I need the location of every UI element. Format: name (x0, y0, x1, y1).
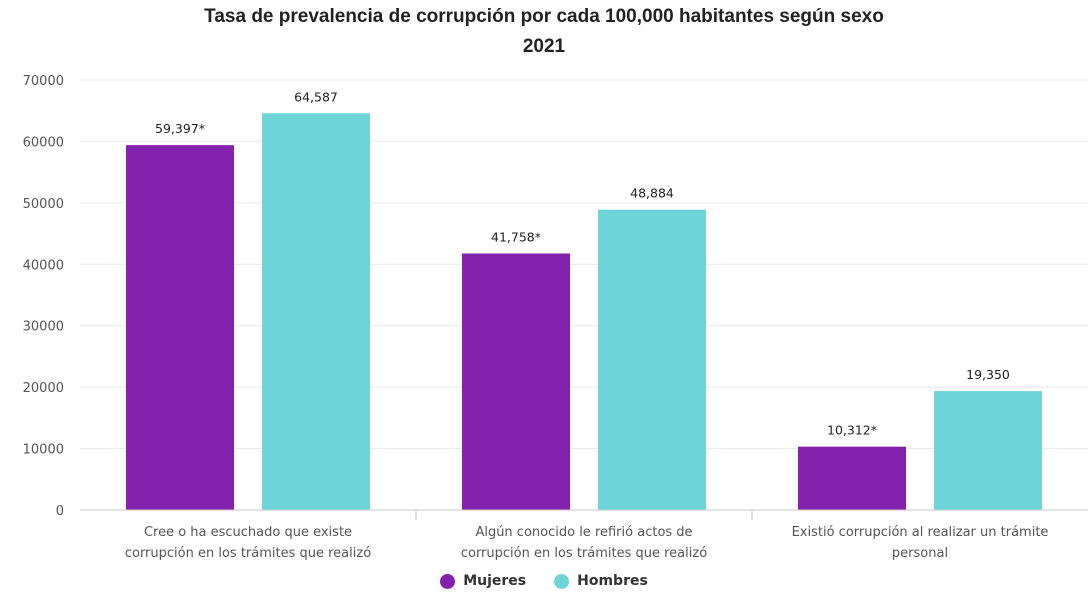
legend-item-mujeres[interactable]: Mujeres (440, 573, 526, 589)
data-label: 64,587 (294, 89, 338, 104)
x-tick-label: Cree o ha escuchado que existe (144, 525, 352, 540)
chart-subtitle: 2021 (522, 36, 566, 57)
y-tick-label: 70000 (23, 74, 64, 89)
bar-mujeres[interactable] (798, 446, 906, 510)
legend-item-hombres[interactable]: Hombres (554, 573, 648, 589)
legend-swatch-mujeres (440, 573, 456, 589)
x-tick-label: corrupción en los trámites que realizó (125, 546, 371, 561)
data-label: 41,758* (491, 229, 541, 244)
data-label: 48,884 (630, 186, 674, 201)
x-tick-label: Algún conocido le refirió actos de (475, 525, 692, 540)
x-tick-label: personal (892, 546, 948, 561)
y-tick-label: 30000 (23, 320, 64, 335)
bars (126, 113, 1042, 511)
bar-hombres[interactable] (262, 113, 370, 511)
data-labels: 59,397* 64,587 41,758* 48,884 10,312* 19,350 (155, 89, 1010, 437)
y-axis: 0 10000 20000 30000 40000 50000 60000 70000 (23, 74, 64, 519)
data-label: 59,397* (155, 121, 205, 136)
x-tick-label: Existió corrupción al realizar un trámit… (792, 525, 1049, 540)
bar-hombres[interactable] (934, 391, 1042, 510)
y-tick-label: 20000 (23, 381, 64, 396)
bar-chart: 0 10000 20000 30000 40000 50000 60000 70000 59,… (23, 74, 1088, 561)
y-tick-label: 40000 (23, 258, 64, 273)
data-label: 19,350 (966, 367, 1010, 382)
y-tick-label: 60000 (23, 135, 64, 150)
bar-hombres[interactable] (598, 209, 706, 510)
gridlines (80, 79, 1088, 450)
bar-mujeres[interactable] (462, 253, 570, 510)
y-tick-label: 0 (56, 504, 64, 519)
bar-mujeres[interactable] (126, 145, 234, 510)
chart-title: Tasa de prevalencia de corrupción por ca… (204, 6, 884, 27)
x-axis: Cree o ha escuchado que existe corrupción… (80, 509, 1088, 561)
legend-swatch-hombres (554, 573, 570, 589)
y-tick-label: 50000 (23, 197, 64, 212)
legend-label-hombres: Hombres (577, 573, 648, 589)
x-tick-label: corrupción en los trámites que realizó (461, 546, 707, 561)
legend-label-mujeres: Mujeres (463, 573, 527, 589)
legend: Mujeres Hombres (0, 573, 1088, 589)
data-label: 10,312* (827, 423, 877, 438)
y-tick-label: 10000 (23, 443, 64, 458)
